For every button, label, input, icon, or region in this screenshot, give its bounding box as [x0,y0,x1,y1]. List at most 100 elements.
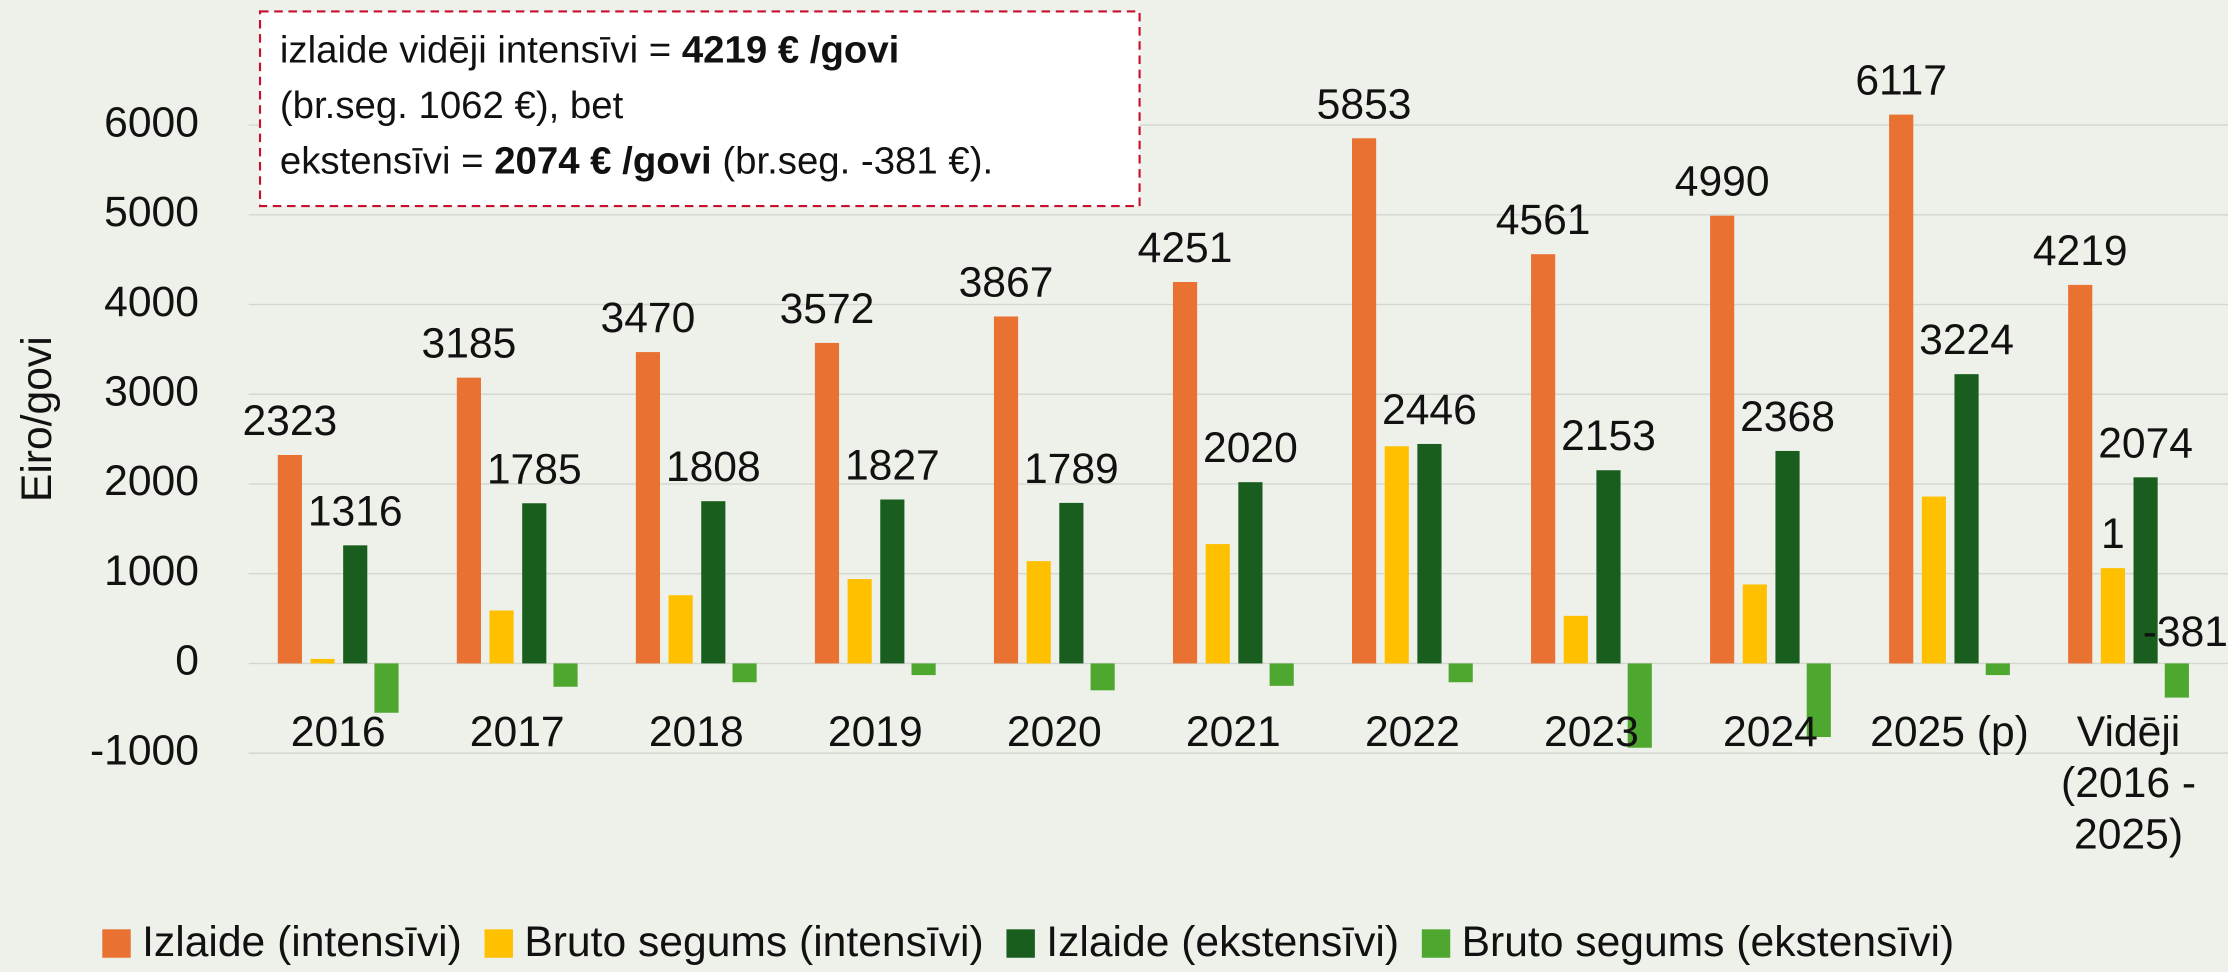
y-tick-label: 5000 [104,188,199,236]
x-tick-label-box: 2019 [827,709,923,756]
y-axis-title: Eiro/govi [13,336,61,502]
bar [1954,374,1979,664]
data-label: 3470 [601,294,696,342]
bar [1563,615,1588,664]
annotation-line: (br.seg. 1062 €), bet [280,84,624,127]
legend-swatch [484,929,513,958]
y-tick-label: 4000 [104,278,199,326]
bar [1889,114,1914,664]
bar [1269,663,1294,686]
legend-label: Izlaide (ekstensīvi) [1046,918,1399,966]
x-tick-label-box: Vidēji (2016 - 2025) [2060,709,2197,859]
bar [1238,482,1263,664]
x-tick-label: 2020 [1006,709,1102,756]
bar [522,503,547,664]
x-tick-label: 2023 [1544,709,1639,756]
data-label: 3185 [422,320,517,368]
bar [1742,584,1767,664]
x-tick-label: 2024 [1723,709,1818,756]
x-tick-label: 2022 [1364,709,1460,756]
x-tick-label-box: 2024 [1723,709,1818,756]
data-label: 2153 [1561,412,1656,460]
bar [880,499,905,664]
data-label: 1785 [487,445,582,493]
bar [1448,663,1473,683]
x-tick-label-box: 2025 (p) [1870,709,2029,756]
data-label: 1 [2101,510,2125,558]
bar [2164,663,2189,698]
bar [911,663,936,676]
x-tick-label: 2018 [648,709,744,756]
legend-swatch [1421,929,1451,958]
bar [1059,502,1084,664]
y-tick-label: 3000 [104,368,199,416]
data-label: 3867 [959,258,1054,306]
x-tick-label: 2017 [469,709,565,756]
x-tick-label-box: 2018 [648,709,744,756]
data-label: 5853 [1317,80,1412,128]
bar [374,663,399,713]
x-tick-label-box: 2020 [1006,709,1102,756]
bar [1806,663,1831,737]
bar [1417,443,1442,664]
bar [1710,215,1735,664]
annotation-line: izlaide vidēji intensīvi = 4219 € /govi [280,29,899,72]
x-tick-label-box: 2017 [469,709,565,756]
data-label: 6117 [1855,57,1947,105]
bar [343,545,368,664]
x-tick-label: 2016 [290,709,386,756]
y-tick-label: 2000 [104,457,199,505]
legend-label: Bruto segums (ekstensīvi) [1462,918,1955,966]
bar [2068,284,2093,664]
annotation-text: ekstensīvi = [280,140,494,183]
data-label: 2020 [1203,424,1298,472]
annotation-box [258,10,1141,208]
data-label: 3572 [780,285,875,333]
bar [1921,496,1946,664]
x-tick-label-box: 2016 [290,709,386,756]
y-tick-label: -1000 [90,726,199,774]
legend-swatch [102,929,131,958]
bar [553,663,578,687]
legend-label: Bruto segums (intensīvi) [524,918,983,966]
x-tick-label: 2019 [827,709,923,756]
bar [1531,254,1556,664]
legend-label: Izlaide (intensīvi) [142,918,462,966]
bar [456,377,481,664]
bar [1205,544,1230,664]
y-tick-label: 0 [175,637,199,685]
x-tick-label-box: 2021 [1186,709,1281,756]
data-label: 3224 [1919,316,2014,364]
data-label: 1827 [845,441,940,489]
annotation-text: (br.seg. -381 €). [712,140,993,183]
y-tick-label: 6000 [104,98,199,146]
x-tick-label: Vidēji (2016 - 2025) [2060,709,2197,859]
bar [1985,663,2010,676]
bar [732,663,757,683]
annotation-text: 4219 € /govi [682,29,900,72]
bar [1627,663,1652,748]
data-label: 4251 [1138,224,1233,272]
data-label: 2323 [242,397,337,445]
data-label: -381 [2143,608,2228,656]
bar [1775,450,1800,664]
bar [1172,282,1198,664]
data-label: 4219 [2033,227,2128,275]
data-label: 2446 [1382,386,1477,434]
legend-swatch [1006,929,1035,958]
x-tick-label-box: 2023 [1544,709,1639,756]
bar [1090,663,1115,691]
bar [310,658,335,664]
data-label: 2368 [1740,393,1835,441]
bar [2133,477,2158,664]
annotation-text: (br.seg. 1062 €), bet [280,84,624,127]
bar [701,501,726,664]
bar [1384,446,1409,664]
bar [277,454,302,664]
bar [489,610,514,664]
bar [814,342,840,664]
annotation-line: ekstensīvi = 2074 € /govi (br.seg. -381 … [280,140,993,183]
y-tick-label: 1000 [104,547,199,595]
